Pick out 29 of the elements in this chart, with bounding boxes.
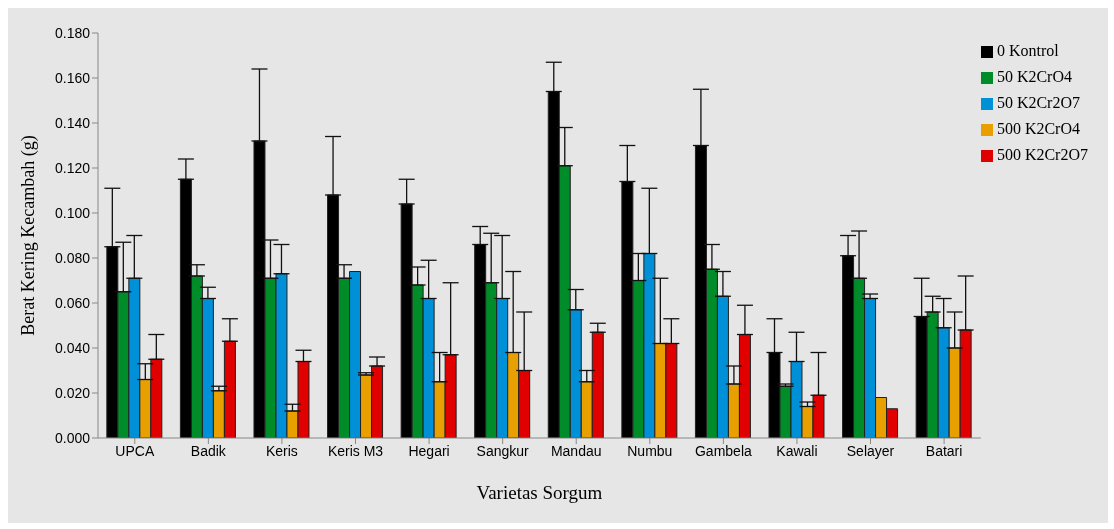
x-tick-label: Numbu bbox=[627, 442, 673, 459]
x-tick-label: Selayer bbox=[846, 442, 895, 459]
y-tick-label: 0.060 bbox=[54, 294, 91, 311]
legend-label: 500 K2CrO4 bbox=[996, 120, 1080, 137]
x-tick-label: Keris bbox=[265, 442, 298, 459]
legend-label: 50 K2Cr2O7 bbox=[996, 94, 1080, 111]
y-axis-title: Berat Kering Kecambah (g) bbox=[18, 135, 40, 336]
x-tick-label: Sangkur bbox=[476, 442, 530, 459]
x-axis-title: Varietas Sorgum bbox=[476, 482, 603, 504]
x-tick-label: Kawali bbox=[776, 442, 818, 459]
x-tick-label: Keris M3 bbox=[327, 442, 384, 459]
legend-label: 0 Kontrol bbox=[996, 42, 1059, 59]
x-tick-label: Mandau bbox=[550, 442, 602, 459]
legend-label: 500 K2Cr2O7 bbox=[996, 146, 1088, 163]
y-tick-label: 0.000 bbox=[54, 429, 91, 446]
x-tick-label: Badik bbox=[190, 442, 227, 459]
x-tick-label: Gambela bbox=[694, 442, 752, 459]
y-tick-label: 0.120 bbox=[54, 159, 91, 176]
x-tick-label: UPCA bbox=[115, 442, 155, 459]
y-tick-label: 0.020 bbox=[54, 384, 91, 401]
y-tick-label: 0.180 bbox=[54, 24, 91, 41]
y-tick-label: 0.040 bbox=[54, 339, 91, 356]
x-tick-label: Hegari bbox=[408, 442, 450, 459]
y-tick-label: 0.140 bbox=[54, 114, 91, 131]
y-tick-label: 0.100 bbox=[54, 204, 91, 221]
y-tick-label: 0.160 bbox=[54, 69, 91, 86]
legend-label: 50 K2CrO4 bbox=[996, 68, 1072, 85]
y-tick-label: 0.080 bbox=[54, 249, 91, 266]
x-tick-label: Batari bbox=[925, 442, 963, 459]
